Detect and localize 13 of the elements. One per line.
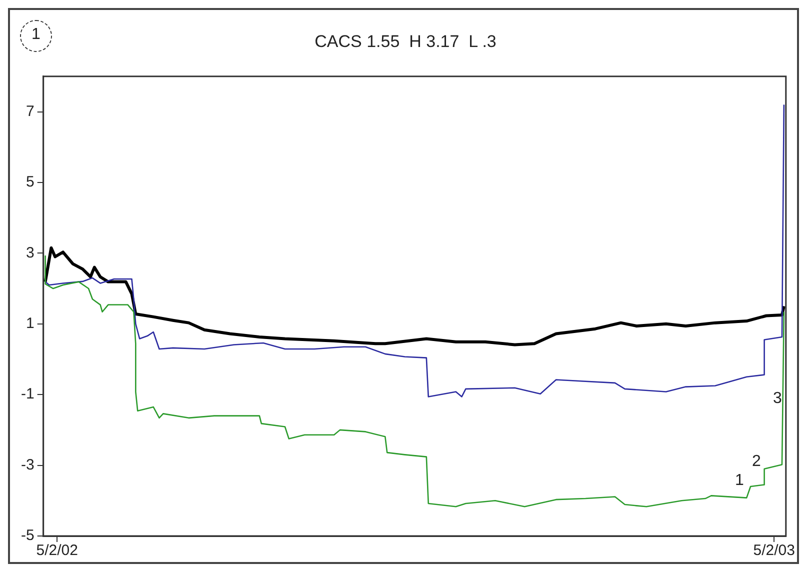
x-tick-label: 5/2/03	[753, 542, 795, 560]
y-tick-label: 5	[26, 174, 34, 191]
y-tick-label: -1	[20, 386, 34, 403]
annotation: 2	[751, 453, 762, 471]
annotation: 1	[734, 472, 745, 490]
y-tick-label: 1	[26, 315, 34, 332]
y-tick-label: 3	[26, 244, 34, 262]
y-tick-label: -5	[20, 527, 34, 544]
y-tick-label: 7	[26, 102, 34, 120]
x-tick-label: 5/2/02	[36, 542, 78, 560]
y-tick-label: -3	[20, 456, 34, 474]
chart-title: CACS 1.55 H 3.17 L .3	[314, 32, 496, 51]
annotation: 3	[772, 390, 783, 408]
